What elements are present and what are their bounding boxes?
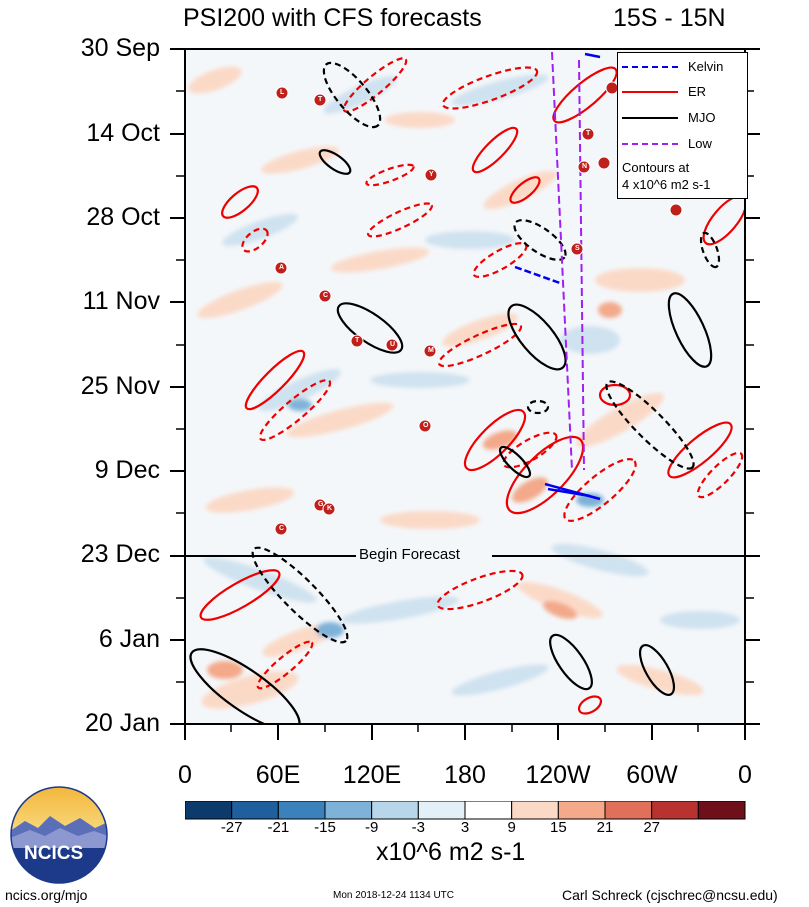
colorbar-cell [277, 801, 326, 820]
colorbar-cell [651, 801, 699, 820]
y-tick-label: 28 Oct [86, 203, 160, 231]
footer-author: Carl Schreck (cjschrec@ncsu.edu) [562, 887, 778, 903]
colorbar-cell [371, 801, 419, 820]
legend-note: 4 x10^6 m2 s-1 [622, 177, 711, 192]
colorbar-tick-label: 15 [549, 819, 567, 836]
colorbar-cell [697, 801, 746, 820]
storm-label: L [280, 89, 285, 96]
storm-label: Y [429, 171, 434, 178]
storm-label: O [423, 422, 429, 429]
y-tick-label: 30 Sep [80, 34, 160, 62]
colorbar-cell [604, 801, 653, 820]
colorbar [185, 801, 746, 820]
x-tick-label: 0 [738, 761, 752, 789]
ncics-logo-icon: NCICS [10, 786, 108, 884]
legend-label: Low [688, 136, 712, 151]
storm-label: T [318, 96, 323, 103]
colorbar-units: x10^6 m2 s-1 [376, 838, 526, 866]
storm-label: G [318, 501, 324, 508]
legend-item-kelvin: Kelvin [618, 57, 747, 77]
x-tick-label: 120E [342, 761, 402, 789]
legend: Kelvin ER MJO Low Contours at 4 x10^6 m2… [617, 52, 748, 199]
storm-label: C [323, 292, 329, 299]
colorbar-tick-label: 27 [643, 819, 660, 836]
storm-label: K [327, 505, 333, 512]
y-tick-label: 25 Nov [80, 372, 160, 400]
footer-timestamp: Mon 2018-12-24 1134 UTC [333, 890, 454, 901]
colorbar-tick-label: 9 [507, 819, 516, 836]
legend-note: Contours at [622, 160, 690, 175]
storm-label: A [279, 264, 285, 271]
x-tick-label: 60E [255, 761, 301, 789]
y-tick-label: 20 Jan [84, 709, 160, 737]
storm-label: M [428, 347, 434, 354]
storm-label: T [586, 130, 591, 137]
legend-item-er: ER [618, 82, 747, 102]
storm-label: T [355, 337, 360, 344]
colorbar-tick-label: -9 [364, 819, 379, 836]
x-tick-label: 60W [626, 761, 678, 789]
legend-label: MJO [688, 110, 716, 125]
y-tick-label: 11 Nov [82, 287, 160, 315]
colorbar-cell [557, 801, 606, 820]
colorbar-cell [324, 801, 373, 820]
storm-label: S [575, 245, 580, 252]
colorbar-cell [511, 801, 559, 820]
y-tick-label: 14 Oct [86, 119, 160, 147]
y-tick-label: 23 Dec [80, 540, 160, 568]
chart-title: PSI200 with CFS forecasts [183, 4, 482, 32]
colorbar-cell [231, 801, 279, 820]
colorbar-cell [417, 801, 466, 820]
legend-item-low: Low [618, 134, 747, 154]
storm-label: C [279, 525, 285, 532]
colorbar-cell [185, 801, 233, 820]
chart-region: 15S - 15N [613, 4, 726, 32]
colorbar-tick-label: -21 [267, 819, 290, 836]
legend-label: ER [688, 84, 707, 99]
logo-text: NCICS [24, 843, 84, 864]
x-tick-label: 120W [525, 761, 591, 789]
footer-site-link[interactable]: ncics.org/mjo [5, 887, 88, 903]
y-tick-label: 6 Jan [98, 625, 160, 653]
x-tick-label: 0 [178, 761, 192, 789]
colorbar-cell [464, 801, 513, 820]
colorbar-tick-label: -3 [411, 819, 425, 836]
legend-item-mjo: MJO [618, 108, 747, 128]
colorbar-tick-label: -27 [220, 819, 243, 836]
y-tick-label: 9 Dec [94, 456, 160, 484]
legend-label: Kelvin [688, 59, 724, 74]
colorbar-tick-label: 3 [460, 819, 470, 836]
colorbar-tick-label: 21 [596, 819, 614, 836]
storm-label: U [390, 341, 396, 348]
forecast-label: Begin Forecast [359, 546, 460, 563]
x-tick-label: 180 [444, 761, 486, 789]
colorbar-tick-label: -15 [314, 819, 336, 836]
storm-label: N [582, 163, 588, 170]
